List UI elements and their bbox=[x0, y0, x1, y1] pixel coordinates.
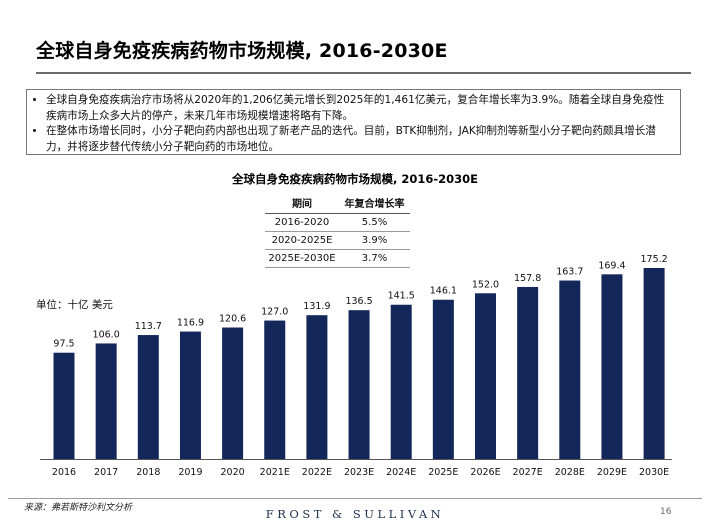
data-label-2020: 120.6 bbox=[219, 314, 246, 325]
footer-divider bbox=[8, 498, 702, 499]
x-tick-label-2023E: 2023E bbox=[344, 467, 374, 478]
x-tick-label-2018: 2018 bbox=[136, 467, 160, 478]
cagr-rate-cell: 3.9% bbox=[339, 231, 410, 250]
cagr-table-row: 2025E-2030E 3.7% bbox=[265, 249, 410, 268]
bar-2017 bbox=[95, 343, 117, 459]
data-label-2019: 116.9 bbox=[177, 318, 204, 329]
page-title: 全球自身免疫疾病药物市场规模, 2016-2030E bbox=[36, 40, 448, 62]
x-tick-label-2019: 2019 bbox=[178, 467, 202, 478]
cagr-rate-cell: 3.7% bbox=[339, 249, 410, 268]
x-tick-label-2029E: 2029E bbox=[597, 467, 627, 478]
cagr-table-row: 2020-2025E 3.9% bbox=[265, 231, 410, 250]
data-label-2028E: 163.7 bbox=[556, 267, 583, 278]
data-label-2021E: 127.0 bbox=[261, 307, 288, 318]
summary-bullet-1: 全球自身免疫疾病治疗市场将从2020年的1,206亿美元增长到2025年的1,4… bbox=[46, 93, 672, 124]
cagr-header-period: 期间 bbox=[265, 193, 339, 214]
title-divider bbox=[36, 72, 691, 74]
bar-2027E bbox=[517, 286, 539, 459]
cagr-table-row: 2016-2020 5.5% bbox=[265, 213, 410, 232]
cagr-table-header-row: 期间 年复合增长率 bbox=[265, 193, 410, 214]
data-label-2017: 106.0 bbox=[93, 329, 120, 340]
data-label-2016: 97.5 bbox=[53, 339, 74, 350]
bar-2016 bbox=[53, 352, 75, 459]
unit-label: 单位：十亿 美元 bbox=[36, 299, 113, 311]
summary-list: 全球自身免疫疾病治疗市场将从2020年的1,206亿美元增长到2025年的1,4… bbox=[35, 93, 672, 155]
data-label-2018: 113.7 bbox=[135, 321, 162, 332]
x-tick-label-2027E: 2027E bbox=[513, 467, 543, 478]
bar-2028E bbox=[559, 280, 581, 459]
data-label-2029E: 169.4 bbox=[598, 260, 625, 271]
bar-2024E bbox=[390, 304, 412, 459]
x-tick-label-2016: 2016 bbox=[52, 467, 76, 478]
source-note: 来源：弗若斯特沙利文分析 bbox=[24, 503, 133, 513]
bar-2018 bbox=[137, 335, 159, 459]
cagr-period-cell: 2016-2020 bbox=[265, 213, 339, 232]
data-label-2024E: 141.5 bbox=[388, 291, 415, 302]
summary-bullet-2: 在整体市场增长同时，小分子靶向药内部也出现了新老产品的迭代。目前，BTK抑制剂，… bbox=[46, 124, 672, 155]
data-label-2027E: 157.8 bbox=[514, 273, 541, 284]
summary-box: 全球自身免疫疾病治疗市场将从2020年的1,206亿美元增长到2025年的1,4… bbox=[26, 89, 681, 155]
brand-logo: FROST & SULLIVAN bbox=[265, 507, 445, 521]
x-tick-label-2024E: 2024E bbox=[386, 467, 416, 478]
x-tick-label-2022E: 2022E bbox=[302, 467, 332, 478]
page-number: 16 bbox=[660, 507, 672, 517]
data-label-2023E: 136.5 bbox=[345, 296, 372, 307]
cagr-rate-cell: 5.5% bbox=[339, 213, 410, 232]
x-tick-label-2021E: 2021E bbox=[260, 467, 290, 478]
cagr-table: 期间 年复合增长率 2016-2020 5.5% 2020-2025E 3.9%… bbox=[265, 193, 410, 268]
chart-title: 全球自身免疫疾病药物市场规模, 2016-2030E bbox=[231, 172, 478, 186]
cagr-period-cell: 2025E-2030E bbox=[265, 249, 339, 268]
bar-2020 bbox=[222, 327, 244, 459]
x-tick-label-2030E: 2030E bbox=[639, 467, 669, 478]
bar-2029E bbox=[601, 274, 623, 459]
bar-2021E bbox=[264, 320, 286, 459]
data-label-2030E: 175.2 bbox=[640, 254, 667, 265]
x-tick-label-2017: 2017 bbox=[94, 467, 118, 478]
x-tick-label-2026E: 2026E bbox=[470, 467, 500, 478]
bar-2019 bbox=[179, 331, 201, 459]
bar-2022E bbox=[306, 315, 328, 459]
x-tick-label-2028E: 2028E bbox=[555, 467, 585, 478]
cagr-header-rate: 年复合增长率 bbox=[339, 193, 410, 214]
data-label-2025E: 146.1 bbox=[430, 286, 457, 297]
cagr-period-cell: 2020-2025E bbox=[265, 231, 339, 250]
bar-2025E bbox=[432, 299, 454, 459]
data-label-2022E: 131.9 bbox=[303, 301, 330, 312]
x-tick-label-2025E: 2025E bbox=[428, 467, 458, 478]
bar-2026E bbox=[475, 293, 496, 459]
data-label-2026E: 152.0 bbox=[472, 279, 499, 290]
bar-2023E bbox=[348, 310, 370, 459]
x-tick-label-2020: 2020 bbox=[221, 467, 245, 478]
bar-2030E bbox=[643, 268, 665, 459]
